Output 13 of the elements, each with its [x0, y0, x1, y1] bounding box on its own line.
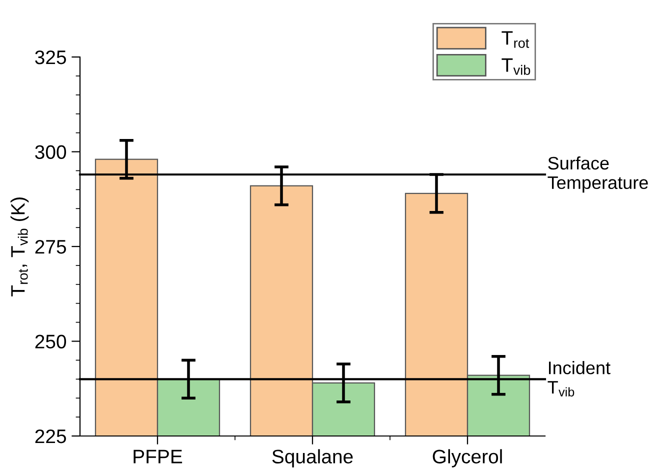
y-tick-label: 250 — [35, 334, 66, 348]
y-tick-label: 225 — [35, 429, 66, 444]
legend-label: T$_{rot}$ — [502, 31, 530, 48]
y-tick-label: 275 — [35, 240, 66, 254]
x-tick-label: PFPE — [134, 450, 182, 464]
x-tick-label: Glycerol — [432, 449, 502, 468]
ref-line-label: Surface Temperature — [548, 156, 648, 193]
y-tick-label: 325 — [35, 50, 66, 64]
legend-label: T$_{vib}$ — [502, 58, 530, 75]
x-tick-label: Squalane — [272, 449, 353, 468]
ref-line-label: Incident T$_{vib}$ — [548, 361, 610, 396]
y-tick-label: 300 — [35, 145, 66, 159]
y-axis-title: T$_{rot}$, T$_{vib}$ (K) — [10, 198, 29, 296]
